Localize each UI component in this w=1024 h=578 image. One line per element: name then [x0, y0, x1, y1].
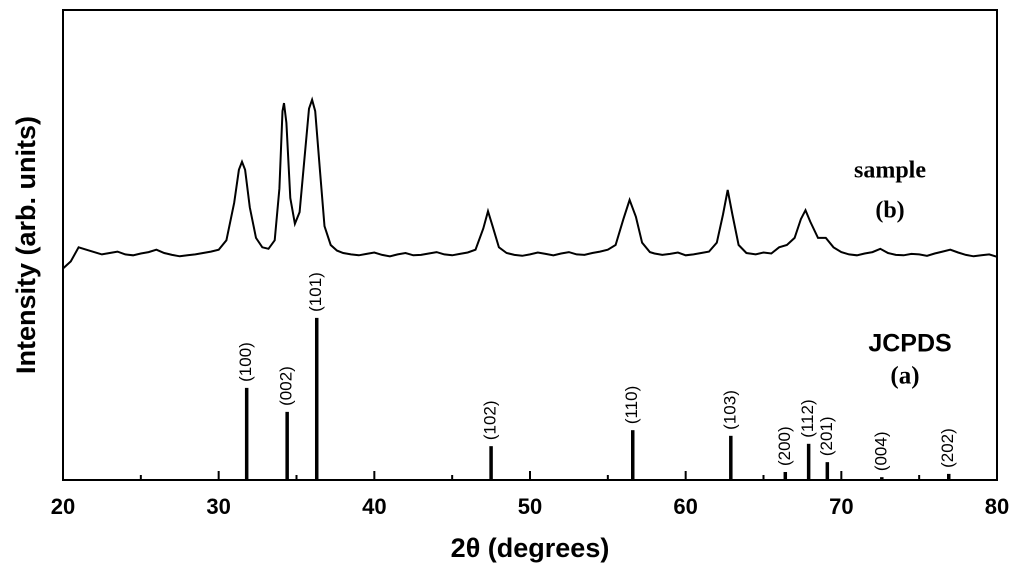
- x-tick-label: 60: [673, 494, 697, 519]
- peak-label: (103): [720, 390, 739, 430]
- peak-label: (102): [481, 400, 500, 440]
- plot-frame: [62, 9, 998, 481]
- annotation: JCPDS: [868, 330, 951, 358]
- peak-label: (112): [798, 399, 817, 437]
- x-tick-label: 80: [985, 494, 1009, 519]
- peak-label: (201): [817, 416, 836, 456]
- peak-label: (100): [236, 342, 255, 382]
- x-tick-label: 40: [362, 494, 386, 519]
- annotation: (b): [875, 198, 904, 224]
- peak-label: (101): [306, 272, 325, 312]
- peak-label: (004): [871, 431, 890, 471]
- y-axis-label: Intensity (arb. units): [11, 116, 41, 374]
- x-axis-label: 2θ (degrees): [451, 533, 610, 563]
- peak-label: (110): [622, 386, 641, 424]
- x-tick-label: 50: [518, 494, 542, 519]
- x-tick-label: 70: [829, 494, 853, 519]
- pattern-line: [62, 96, 998, 270]
- peak-label: (202): [938, 428, 957, 468]
- x-tick-label: 20: [51, 494, 75, 519]
- peak-label: (002): [277, 366, 296, 406]
- x-tick-label: 30: [206, 494, 230, 519]
- annotation: sample: [854, 158, 926, 184]
- annotation: (a): [890, 363, 919, 390]
- peak-label: (200): [775, 426, 794, 466]
